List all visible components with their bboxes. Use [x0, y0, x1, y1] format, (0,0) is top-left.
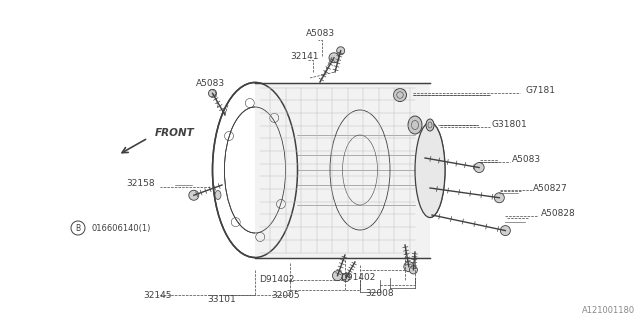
Ellipse shape: [408, 116, 422, 134]
Text: 32008: 32008: [365, 290, 394, 299]
Ellipse shape: [500, 226, 510, 236]
Ellipse shape: [342, 274, 350, 282]
Text: 016606140(1): 016606140(1): [92, 223, 152, 233]
Text: FRONT: FRONT: [155, 128, 195, 138]
Text: A121001180: A121001180: [582, 306, 635, 315]
Text: A50828: A50828: [541, 209, 576, 218]
Ellipse shape: [474, 163, 484, 172]
Text: 32158: 32158: [126, 179, 155, 188]
Text: A5083: A5083: [195, 78, 225, 87]
Text: G31801: G31801: [492, 119, 528, 129]
Text: 32141: 32141: [291, 52, 319, 60]
Text: D91402: D91402: [340, 273, 376, 282]
Text: D91402: D91402: [259, 276, 294, 284]
Text: A50827: A50827: [533, 183, 568, 193]
Ellipse shape: [189, 190, 199, 200]
Text: 33101: 33101: [207, 295, 236, 305]
Text: A5083: A5083: [305, 28, 335, 37]
Ellipse shape: [410, 266, 417, 274]
Text: 32145: 32145: [144, 292, 172, 300]
Ellipse shape: [415, 123, 445, 218]
Ellipse shape: [494, 193, 504, 203]
Ellipse shape: [426, 119, 434, 131]
Ellipse shape: [329, 53, 339, 63]
Ellipse shape: [404, 262, 414, 272]
Ellipse shape: [209, 89, 216, 97]
Ellipse shape: [394, 89, 406, 101]
FancyBboxPatch shape: [255, 83, 430, 258]
Ellipse shape: [337, 47, 345, 55]
Text: G7181: G7181: [525, 85, 555, 94]
Ellipse shape: [215, 190, 221, 199]
Ellipse shape: [332, 271, 342, 281]
Text: A5083: A5083: [512, 155, 541, 164]
Ellipse shape: [415, 123, 445, 218]
Text: B: B: [76, 223, 81, 233]
Text: 32005: 32005: [272, 292, 300, 300]
